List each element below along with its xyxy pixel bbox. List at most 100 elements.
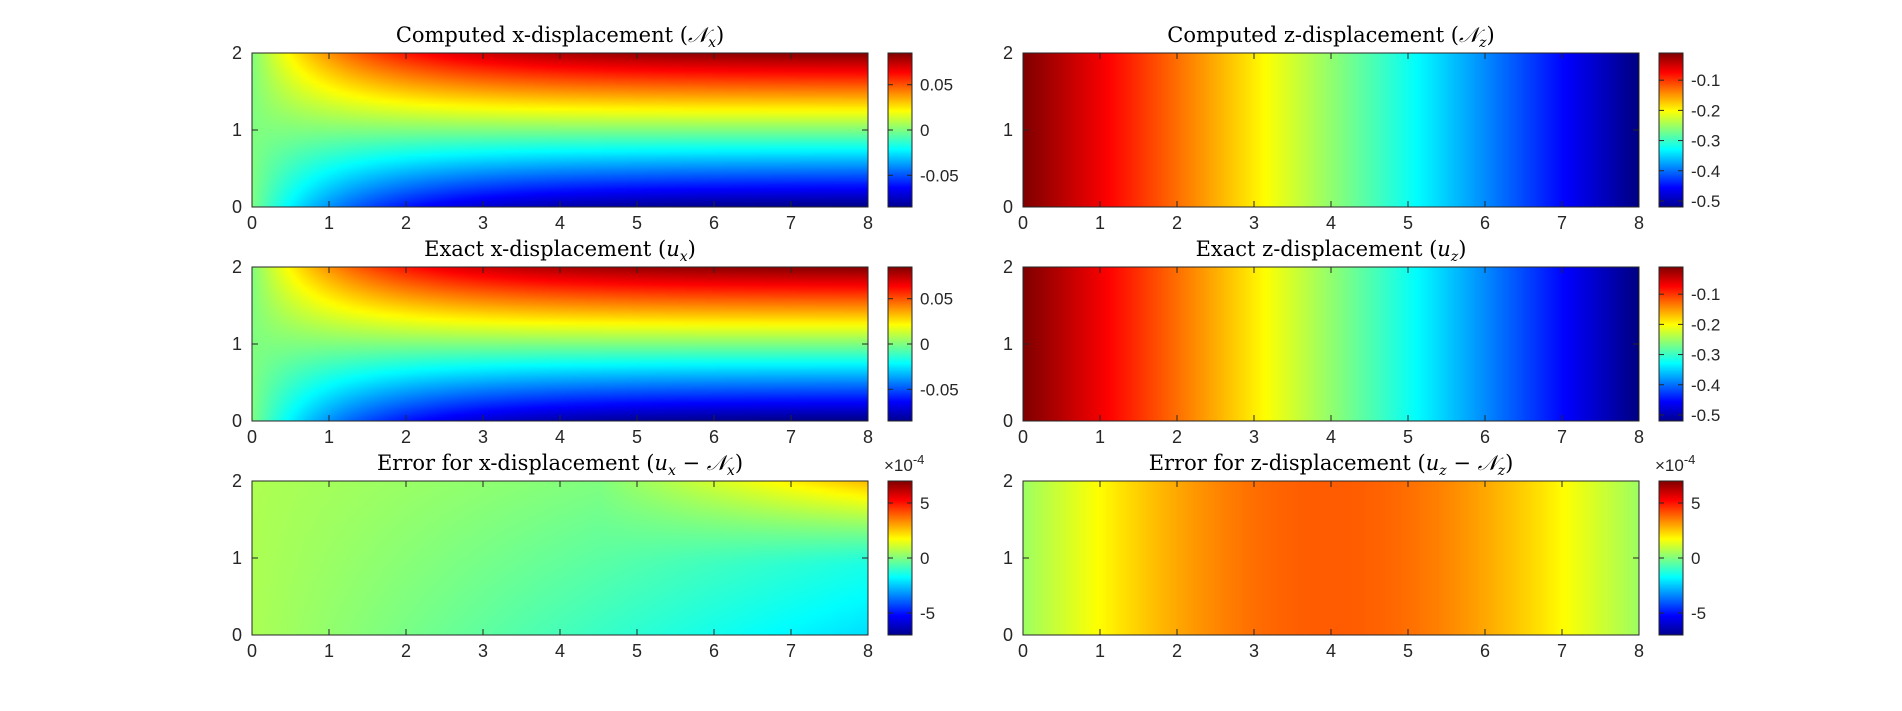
- colorbar-tick-label: -0.3: [1691, 346, 1720, 365]
- x-tick-label: 4: [555, 641, 565, 661]
- x-tick-label: 1: [324, 213, 334, 233]
- x-tick-label: 3: [478, 427, 488, 447]
- colorbar-tick-label: -5: [920, 604, 935, 623]
- x-tick-label: 1: [1095, 427, 1105, 447]
- colorbar: -0.5 -0.4 -0.3 -0.2 -0.1: [1658, 52, 1720, 211]
- heatmap-panel-1: 0 1 2 3 4 5 6 7 8 0 1 2 Computed x-displacement (𝒩x)…: [232, 23, 959, 233]
- panel-title: Exact x-displacement (ux): [424, 237, 696, 265]
- x-tick-label: 3: [478, 641, 488, 661]
- colorbar-gradient: [1659, 53, 1683, 207]
- colorbar-tick-label: 0: [920, 121, 929, 140]
- x-tick-label: 5: [1403, 641, 1413, 661]
- colorbar-tick-label: -0.05: [920, 380, 959, 399]
- colorbar-tick-label: 0: [920, 335, 929, 354]
- colorbar-tick-label: -0.05: [920, 166, 959, 185]
- x-tick-label: 1: [1095, 213, 1105, 233]
- x-tick-label: 2: [1172, 213, 1182, 233]
- y-tick-label: 2: [1003, 257, 1013, 277]
- heatmap-image: [252, 53, 868, 207]
- colorbar-tick-label: -0.5: [1691, 406, 1720, 425]
- y-tick-label: 0: [1003, 411, 1013, 431]
- colorbar-tick-label: 0.05: [920, 76, 953, 95]
- x-tick-label: 0: [247, 213, 257, 233]
- x-tick-label: 8: [863, 427, 873, 447]
- panel-title: Exact z-displacement (uz): [1196, 237, 1467, 265]
- colorbar-tick-label: 0.05: [920, 290, 953, 309]
- heatmap-image: [252, 267, 868, 421]
- x-tick-label: 5: [632, 213, 642, 233]
- colorbar-tick-label: -0.5: [1691, 192, 1720, 211]
- x-tick-label: 7: [786, 213, 796, 233]
- x-tick-label: 1: [1095, 641, 1105, 661]
- heatmap-panel-2: 0 1 2 3 4 5 6 7 8 0 1 2 Computed z-displacement (𝒩z)…: [1003, 23, 1720, 233]
- x-tick-label: 5: [632, 427, 642, 447]
- x-tick-label: 6: [1480, 641, 1490, 661]
- y-tick-label: 1: [1003, 548, 1013, 568]
- colorbar: -0.05 0 0.05: [887, 52, 959, 208]
- x-tick-label: 1: [324, 427, 334, 447]
- x-tick-label: 2: [1172, 427, 1182, 447]
- heatmap-image: [1023, 267, 1639, 421]
- x-tick-label: 7: [1557, 641, 1567, 661]
- colorbar: -5 0 5 ×10-4: [884, 452, 935, 636]
- heatmap-image: [1023, 53, 1639, 207]
- x-tick-label: 3: [478, 213, 488, 233]
- x-tick-label: 8: [863, 213, 873, 233]
- panel-title: Error for x-displacement (ux − 𝒩x): [377, 451, 743, 479]
- x-tick-label: 4: [555, 213, 565, 233]
- colorbar-tick-label: 0: [1691, 549, 1700, 568]
- x-tick-label: 7: [786, 427, 796, 447]
- colorbar-tick-label: -0.2: [1691, 315, 1720, 334]
- colorbar-tick-label: -5: [1691, 604, 1706, 623]
- y-tick-label: 0: [232, 625, 242, 645]
- x-tick-label: 4: [1326, 213, 1336, 233]
- x-tick-label: 5: [1403, 213, 1413, 233]
- y-tick-label: 1: [232, 334, 242, 354]
- x-tick-label: 4: [1326, 427, 1336, 447]
- colorbar-box: [1658, 52, 1684, 208]
- x-tick-label: 0: [247, 641, 257, 661]
- y-tick-label: 1: [1003, 120, 1013, 140]
- x-tick-label: 2: [401, 641, 411, 661]
- x-tick-label: 2: [401, 427, 411, 447]
- colorbar-tick-label: -0.3: [1691, 132, 1720, 151]
- x-tick-label: 7: [1557, 427, 1567, 447]
- x-tick-label: 0: [1018, 213, 1028, 233]
- x-tick-label: 0: [247, 427, 257, 447]
- panel-title: Error for z-displacement (uz − 𝒩z): [1149, 451, 1514, 479]
- colorbar: -0.5 -0.4 -0.3 -0.2 -0.1: [1658, 266, 1720, 425]
- x-tick-label: 6: [709, 213, 719, 233]
- heatmap-panel-5: 0 1 2 3 4 5 6 7 8 0 1 2 Error for x-displacement (ux…: [232, 451, 935, 661]
- x-tick-label: 5: [632, 641, 642, 661]
- panel-title: Computed z-displacement (𝒩z): [1167, 23, 1494, 51]
- colorbar-tick-label: 5: [920, 494, 929, 513]
- y-tick-label: 2: [232, 257, 242, 277]
- x-tick-label: 5: [1403, 427, 1413, 447]
- x-tick-label: 4: [1326, 641, 1336, 661]
- y-tick-label: 0: [1003, 197, 1013, 217]
- heatmap-panel-3: 0 1 2 3 4 5 6 7 8 0 1 2 Exact x-displacement (ux) -0.…: [232, 237, 959, 447]
- x-tick-label: 2: [401, 213, 411, 233]
- x-tick-label: 3: [1249, 213, 1259, 233]
- x-tick-label: 0: [1018, 427, 1028, 447]
- y-tick-label: 1: [232, 120, 242, 140]
- x-tick-label: 6: [1480, 427, 1490, 447]
- x-tick-label: 4: [555, 427, 565, 447]
- x-tick-label: 8: [1634, 427, 1644, 447]
- heatmap-panel-4: 0 1 2 3 4 5 6 7 8 0 1 2 Exact z-displacement (uz) -0.…: [1003, 237, 1720, 447]
- colorbar-box: [1658, 266, 1684, 422]
- colorbar-tick-label: 5: [1691, 494, 1700, 513]
- x-tick-label: 3: [1249, 641, 1259, 661]
- colorbar-tick-label: -0.1: [1691, 285, 1720, 304]
- colorbar-exponent-label: ×10-4: [1655, 452, 1695, 475]
- x-tick-label: 3: [1249, 427, 1259, 447]
- x-tick-label: 2: [1172, 641, 1182, 661]
- colorbar: -0.05 0 0.05: [887, 266, 959, 422]
- colorbar-tick-label: -0.1: [1691, 71, 1720, 90]
- y-tick-label: 1: [1003, 334, 1013, 354]
- x-tick-label: 6: [709, 641, 719, 661]
- y-tick-label: 2: [1003, 43, 1013, 63]
- colorbar-tick-label: -0.4: [1691, 376, 1720, 395]
- colorbar-gradient: [1659, 267, 1683, 421]
- y-tick-label: 0: [1003, 625, 1013, 645]
